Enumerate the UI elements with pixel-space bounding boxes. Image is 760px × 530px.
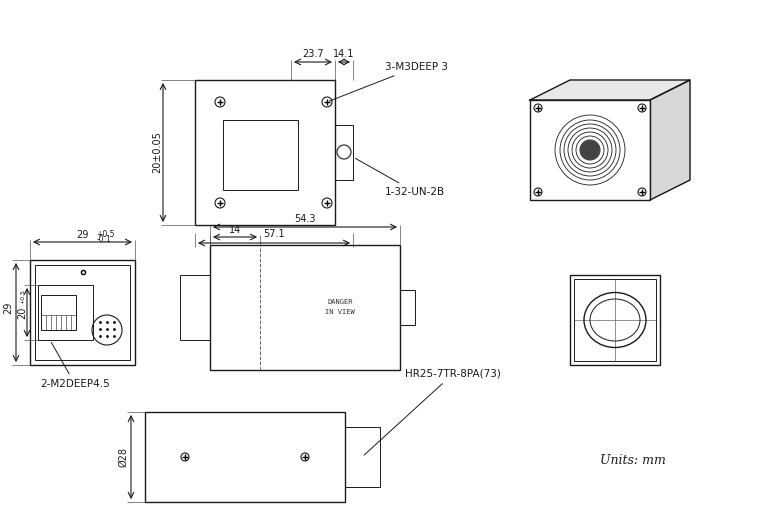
Text: +0.5: +0.5 [97, 230, 115, 239]
Bar [210, 245, 400, 370]
Bar [223, 120, 298, 190]
Circle shape [580, 140, 600, 160]
Bar [400, 290, 415, 325]
Text: Units: mm: Units: mm [600, 454, 666, 466]
Text: DANGER: DANGER [328, 299, 353, 305]
Text: 23.7: 23.7 [302, 49, 324, 59]
Text: 14: 14 [229, 225, 241, 235]
Bar [345, 427, 380, 487]
Text: 14.1: 14.1 [334, 49, 355, 59]
Bar [335, 125, 353, 180]
Text: 3-M3DEEP 3: 3-M3DEEP 3 [330, 62, 448, 101]
Text: Ø28: Ø28 [118, 447, 128, 467]
Text: IN VIEW: IN VIEW [325, 310, 355, 315]
Text: HR25-7TR-8PA(73): HR25-7TR-8PA(73) [364, 369, 501, 455]
Polygon shape [530, 80, 690, 100]
Text: 2-M2DEEP4.5: 2-M2DEEP4.5 [40, 342, 109, 389]
Bar [180, 275, 210, 340]
Text: 1-32-UN-2B: 1-32-UN-2B [356, 158, 445, 197]
Text: 54.3: 54.3 [294, 214, 315, 224]
Text: 20±0.05: 20±0.05 [152, 131, 162, 173]
Text: 29: 29 [76, 230, 89, 240]
Bar [195, 80, 335, 225]
Bar [570, 275, 660, 365]
Bar [38, 285, 93, 340]
Bar [530, 100, 650, 200]
Text: 29: 29 [3, 302, 13, 314]
Text: 57.1: 57.1 [263, 229, 285, 239]
Text: -0.1: -0.1 [97, 235, 111, 244]
Bar [30, 260, 135, 365]
Bar [145, 412, 345, 502]
Bar [574, 279, 656, 361]
Text: +0.5: +0.5 [20, 289, 25, 305]
Bar [35, 265, 130, 360]
Text: 20: 20 [17, 307, 27, 319]
Polygon shape [650, 80, 690, 200]
Bar [41, 295, 76, 330]
